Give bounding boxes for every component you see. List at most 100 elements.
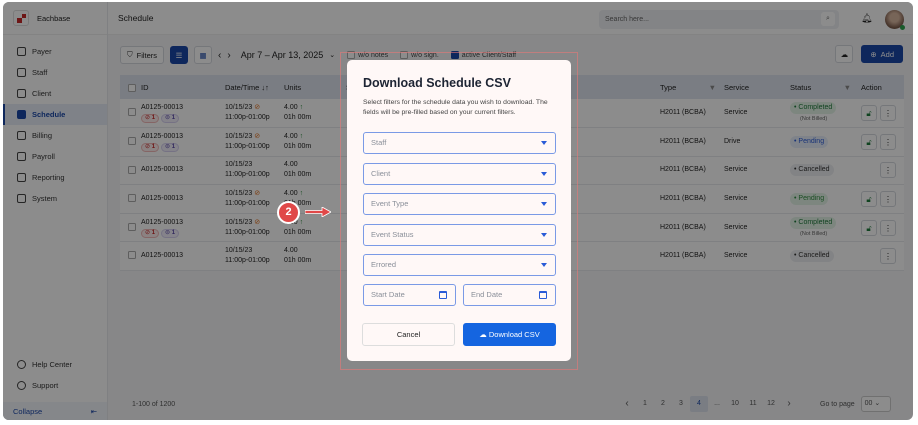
sidebar-item-payer[interactable]: Payer xyxy=(7,41,107,62)
unlock-button[interactable]: 🔓︎ xyxy=(861,219,877,236)
alert-icon: ⊘ xyxy=(254,104,261,112)
search-input[interactable]: Search here... ⌕ xyxy=(599,10,839,29)
row-checkbox[interactable] xyxy=(128,194,136,203)
note-badge[interactable]: ⊜ 1 xyxy=(161,114,180,124)
more-menu-button[interactable]: ⋮ xyxy=(880,191,896,208)
col-status[interactable]: Status ▼ xyxy=(790,75,861,99)
sidebar-item-staff[interactable]: Staff xyxy=(7,62,107,83)
sidebar-item-label: Help Center xyxy=(32,360,73,369)
col-datetime[interactable]: Date/Time ↓↑ xyxy=(225,75,284,99)
row-id[interactable]: A0125-00013 xyxy=(141,195,184,203)
bell-icon[interactable]: 🔔︎ xyxy=(861,13,873,23)
wo-notes-checkbox[interactable]: w/o notes xyxy=(347,51,388,59)
calendar-icon[interactable] xyxy=(439,291,447,299)
error-badge[interactable]: ⊘ 1 xyxy=(141,228,160,238)
note-badge[interactable]: ⊜ 1 xyxy=(161,142,180,152)
row-checkbox[interactable] xyxy=(128,251,136,260)
errored-select[interactable]: Errored xyxy=(363,254,556,276)
col-units: Units xyxy=(284,75,346,99)
calendar-view-button[interactable]: ▦ xyxy=(194,46,213,64)
sidebar-item-payroll[interactable]: Payroll xyxy=(7,146,107,167)
event-status-select[interactable]: Event Status xyxy=(363,223,556,246)
more-menu-button[interactable]: ⋮ xyxy=(880,105,896,122)
list-view-button[interactable]: ☰ xyxy=(170,46,189,64)
error-badge[interactable]: ⊘ 1 xyxy=(141,142,160,152)
table-row[interactable]: A0125-00013 ⊘ 1 ⊜ 1 10/15/23 ⊘ 11:00p-01:00… xyxy=(120,213,904,243)
filter-icon[interactable]: ▼ xyxy=(843,82,851,92)
sidebar-item-schedule[interactable]: Schedule xyxy=(3,104,107,125)
add-label: Add xyxy=(880,49,894,59)
search-icon[interactable]: ⌕ xyxy=(821,12,835,26)
row-time: 11:00p-01:00p xyxy=(225,114,270,122)
end-date-input[interactable]: End Date xyxy=(463,284,556,306)
active-client-staff-checkbox[interactable]: active Client/Staff xyxy=(450,51,517,59)
error-badge[interactable]: ⊘ 1 xyxy=(141,114,160,124)
page-button[interactable]: 12 xyxy=(767,400,775,407)
sidebar-item-reporting[interactable]: Reporting xyxy=(7,167,107,188)
page-button[interactable]: 4 xyxy=(690,396,708,412)
calendar-icon[interactable] xyxy=(539,291,547,299)
next-page-icon[interactable]: › xyxy=(787,398,791,409)
modal-title: Download Schedule CSV xyxy=(363,76,511,90)
goto-select[interactable]: 00 ⌄ xyxy=(860,396,891,412)
prev-page-icon[interactable]: ‹ xyxy=(625,398,629,409)
next-week-icon[interactable]: › xyxy=(227,49,231,61)
row-checkbox[interactable] xyxy=(128,165,136,174)
wo-sign-checkbox[interactable]: w/o sign. xyxy=(400,51,439,59)
checkbox[interactable] xyxy=(450,51,459,59)
sort-icon[interactable]: ↓↑ xyxy=(261,82,269,92)
sidebar-item-support[interactable]: Support xyxy=(7,375,107,396)
collapse-icon: ⇤ xyxy=(90,406,97,416)
add-button[interactable]: ⊕ Add xyxy=(861,45,903,63)
go-to-page: Go to page 00 ⌄ xyxy=(820,396,891,412)
collapse-button[interactable]: Collapse ⇤ xyxy=(3,402,107,420)
client-select[interactable]: Client xyxy=(363,162,556,185)
sidebar-item-billing[interactable]: Billing xyxy=(7,125,107,146)
staff-icon xyxy=(17,68,26,77)
row-id[interactable]: A0125-00013 xyxy=(141,132,184,140)
cancel-button[interactable]: Cancel xyxy=(362,323,455,346)
sidebar-item-help-center[interactable]: Help Center xyxy=(7,354,107,375)
note-badge[interactable]: ⊜ 1 xyxy=(161,228,180,238)
checkbox[interactable] xyxy=(400,51,409,59)
row-id[interactable]: A0125-00013 xyxy=(141,104,184,112)
row-checkbox[interactable] xyxy=(128,108,136,117)
row-type: H2011 (BCBA) xyxy=(660,213,724,243)
more-menu-button[interactable]: ⋮ xyxy=(880,219,896,236)
avatar[interactable] xyxy=(885,10,905,30)
sidebar-item-client[interactable]: Client xyxy=(7,83,107,104)
row-checkbox[interactable] xyxy=(128,137,136,146)
more-menu-button[interactable]: ⋮ xyxy=(880,162,896,179)
chevron-down-icon[interactable]: ⌄ xyxy=(329,52,336,59)
row-id[interactable]: A0125-00013 xyxy=(141,252,184,260)
page-button[interactable]: 11 xyxy=(749,400,757,407)
checkbox-label: active Client/Staff xyxy=(461,51,517,59)
download-button[interactable]: ☁ xyxy=(835,45,854,63)
unlock-button[interactable]: 🔓︎ xyxy=(861,133,877,150)
more-menu-button[interactable]: ⋮ xyxy=(880,248,896,265)
date-range[interactable]: Apr 7 – Apr 13, 2025 xyxy=(240,50,324,60)
page-button[interactable]: 10 xyxy=(731,400,739,407)
filter-icon[interactable]: ▼ xyxy=(708,82,716,92)
row-checkbox[interactable] xyxy=(128,222,136,231)
select-all-checkbox[interactable] xyxy=(128,83,136,92)
page-button[interactable]: 2 xyxy=(661,400,665,407)
checkbox[interactable] xyxy=(347,51,356,59)
prev-week-icon[interactable]: ‹ xyxy=(218,49,222,61)
event-type-select[interactable]: Event Type xyxy=(363,193,556,215)
row-id[interactable]: A0125-00013 xyxy=(141,166,184,174)
page-button[interactable]: 1 xyxy=(643,400,647,407)
start-date-input[interactable]: Start Date xyxy=(363,284,456,306)
filters-button[interactable]: ⛉ Filters xyxy=(120,46,165,64)
unlock-button[interactable]: 🔓︎ xyxy=(861,191,877,208)
sidebar-item-system[interactable]: System xyxy=(7,188,107,209)
unlock-button[interactable]: 🔓︎ xyxy=(861,105,877,122)
staff-select[interactable]: Staff xyxy=(363,132,556,154)
page-button[interactable]: 3 xyxy=(679,400,683,407)
row-badges: ⊘ 1 ⊜ 1 xyxy=(141,113,225,124)
download-csv-button[interactable]: ☁︎ Download CSV xyxy=(463,323,556,346)
col-type[interactable]: Type ▼ xyxy=(660,75,724,99)
checkbox-label: w/o notes xyxy=(358,51,389,59)
row-id[interactable]: A0125-00013 xyxy=(141,218,184,226)
more-menu-button[interactable]: ⋮ xyxy=(880,133,896,150)
